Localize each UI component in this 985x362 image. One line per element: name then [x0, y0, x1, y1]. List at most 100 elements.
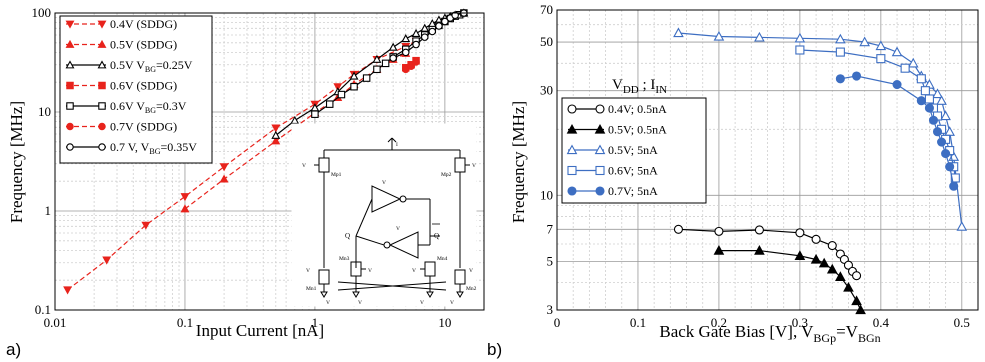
data-point — [810, 253, 822, 264]
legend-label: 0.7V (SDDG) — [110, 120, 177, 134]
legend-marker — [567, 165, 577, 176]
schematic-label: V — [306, 268, 310, 274]
legend-marker — [594, 123, 606, 134]
legend-label-main: 0.6V V — [110, 99, 145, 113]
legend-marker — [65, 39, 75, 48]
x-tick-label: 0.5 — [954, 315, 970, 330]
data-point — [435, 22, 443, 30]
legend-label-main: 0.7 V, V — [110, 140, 150, 154]
data-point — [949, 181, 959, 191]
data-point — [349, 71, 359, 80]
y-tick-label: 30 — [540, 83, 553, 98]
schematic-label: Mp2 — [441, 172, 452, 178]
y-tick-label: 100 — [32, 5, 52, 20]
data-point — [932, 127, 943, 137]
panel-a-tag: a) — [6, 340, 22, 359]
legend-label-sub: BG — [149, 147, 160, 156]
data-point — [373, 65, 381, 74]
data-point — [271, 130, 281, 139]
data-point — [290, 115, 300, 124]
series-square — [795, 45, 960, 183]
chart-a-legend: 0.4V (SDDG)0.5V (SDDG)0.5V VBG=0.25V0.6V… — [59, 15, 213, 164]
series-triangle-up — [673, 27, 968, 231]
chart-b-series — [673, 27, 968, 315]
data-point — [937, 137, 947, 147]
x-tick-label: 0.4 — [873, 315, 890, 330]
data-point — [102, 256, 112, 265]
schematic-label: V — [412, 268, 416, 274]
data-point — [876, 54, 886, 64]
data-point — [754, 225, 764, 235]
chart-a-ylabel: Frequency [MHz] — [7, 101, 26, 223]
data-point — [407, 62, 415, 70]
legend-label: 0.5V; 0.5nA — [608, 123, 667, 137]
legend-marker — [65, 60, 75, 69]
data-point — [412, 40, 420, 49]
legend-marker — [66, 81, 74, 90]
legend-label-tail: =0.3V — [156, 99, 187, 113]
legend-label-sub: BG — [145, 106, 156, 115]
data-point — [795, 45, 805, 55]
series-circle — [673, 224, 862, 281]
y-tick-label: 3 — [547, 302, 554, 317]
data-point — [827, 241, 837, 251]
chart-b-legend: 0.4V; 0.5nA 0.5V; 0.5nA 0.5V; 5nA 0.6V; 5nA… — [561, 97, 707, 204]
schematic-label: V — [420, 300, 424, 306]
data-point — [141, 221, 151, 230]
data-point — [852, 71, 862, 81]
legend-marker — [595, 186, 605, 196]
data-point — [350, 82, 358, 91]
legend-label-tail: =0.25V — [156, 58, 193, 72]
data-point — [818, 257, 830, 268]
data-point — [401, 34, 411, 43]
data-point — [892, 80, 902, 90]
legend-label: 0.7 V, VBG=0.35V — [110, 140, 197, 156]
legend-label-main: 0.5V V — [110, 58, 145, 72]
data-point — [402, 48, 410, 57]
data-point — [924, 103, 934, 113]
data-point — [944, 126, 955, 136]
chart-a-frame — [54, 12, 485, 311]
legend-marker — [66, 122, 74, 131]
data-point — [271, 136, 281, 145]
y-tick-label: 10 — [38, 104, 51, 119]
y-tick-label: 5 — [547, 253, 554, 268]
data-point — [835, 47, 845, 57]
x-tick-label: 0.2 — [711, 315, 727, 330]
legend-label: 0.6V; 5nA — [608, 164, 658, 178]
data-point — [451, 11, 459, 19]
y-tick-label: 1 — [45, 203, 52, 218]
legend-marker — [98, 122, 106, 131]
schematic-label: Q — [345, 232, 350, 240]
data-point — [940, 110, 951, 121]
data-point — [956, 221, 968, 231]
legend-marker — [66, 102, 74, 110]
schematic-label: Mn2 — [466, 286, 477, 292]
data-point — [180, 204, 190, 213]
legend-label: 0.5V VBG=0.25V — [110, 58, 193, 74]
data-point — [843, 260, 854, 270]
data-point — [826, 263, 838, 274]
legend-label: 0.4V (SDDG) — [110, 17, 177, 31]
data-point — [835, 271, 846, 281]
schematic-label: V — [326, 300, 330, 306]
legend-marker — [567, 104, 577, 114]
legend-label: 0.6V VBG=0.3V — [110, 99, 187, 115]
data-point — [714, 226, 724, 236]
legend-label-main: 0.7V (SDDG) — [110, 120, 177, 134]
data-point — [428, 27, 437, 36]
data-point — [891, 46, 903, 57]
data-point — [950, 173, 960, 183]
schematic-label: V — [469, 268, 473, 274]
data-point — [362, 74, 371, 82]
data-point — [389, 54, 397, 62]
chart-b-frame — [556, 9, 979, 311]
data-point — [673, 224, 683, 234]
data-point — [932, 88, 943, 99]
data-point — [180, 193, 190, 202]
schematic-label: Mn4 — [437, 256, 448, 262]
data-point — [795, 228, 805, 238]
schematic-label: V — [382, 180, 386, 186]
y-tick-label: 0.1 — [35, 302, 51, 317]
